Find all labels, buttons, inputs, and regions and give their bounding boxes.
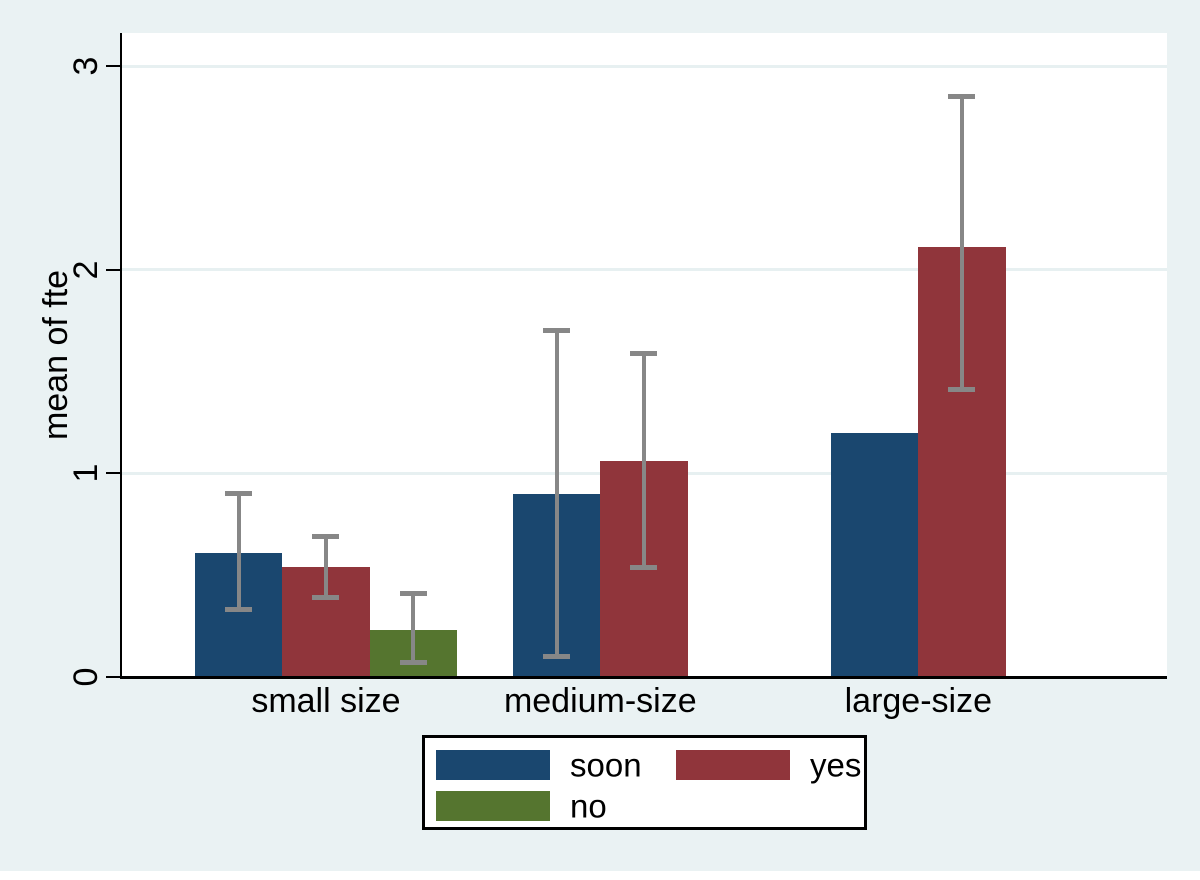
y-axis-title: mean of fte [37, 269, 75, 441]
y-tick-0 [106, 676, 120, 678]
error-bar-cap-bottom-soon-medium-size [543, 654, 571, 660]
error-bar-soon-medium-size [554, 330, 559, 657]
error-bar-cap-top-yes-medium-size [630, 350, 658, 356]
gridline-y2 [122, 268, 1167, 272]
x-axis-line [120, 675, 1167, 679]
legend-label-no: no [570, 787, 607, 825]
y-tick-3 [106, 65, 120, 67]
y-tick-label-1: 1 [67, 463, 105, 483]
error-bar-cap-top-yes-small-size [312, 533, 340, 539]
y-tick-label-0: 0 [67, 667, 105, 687]
legend-swatch-no [436, 791, 550, 821]
category-label-large-size: large-size [844, 682, 992, 720]
error-bar-cap-top-no-small-size [399, 590, 427, 596]
error-bar-no-small-size [411, 593, 416, 663]
y-tick-label-3: 3 [67, 56, 105, 76]
error-bar-cap-bottom-yes-medium-size [630, 564, 658, 570]
error-bar-soon-small-size [236, 493, 241, 610]
legend: soon yes no [422, 735, 867, 830]
legend-label-soon: soon [570, 746, 642, 784]
error-bar-cap-top-yes-large-size [948, 94, 976, 100]
error-bar-yes-small-size [323, 536, 328, 598]
error-bar-yes-large-size [959, 96, 964, 390]
error-bar-cap-bottom-yes-small-size [312, 595, 340, 601]
legend-swatch-yes [676, 750, 790, 780]
error-bar-cap-bottom-yes-large-size [948, 387, 976, 393]
error-bar-cap-top-soon-medium-size [543, 328, 571, 334]
legend-swatch-soon [436, 750, 550, 780]
error-bar-cap-bottom-soon-small-size [225, 607, 253, 613]
bar-soon-large-size [831, 432, 919, 677]
error-bar-cap-top-soon-small-size [225, 491, 253, 497]
category-label-small-size: small size [251, 682, 401, 720]
error-bar-yes-medium-size [641, 353, 646, 567]
y-axis-line [120, 33, 122, 679]
legend-label-yes: yes [810, 746, 862, 784]
category-label-medium-size: medium-size [503, 682, 697, 720]
y-tick-1 [106, 472, 120, 475]
y-tick-2 [106, 268, 120, 271]
error-bar-cap-bottom-no-small-size [399, 660, 427, 666]
gridline-y3 [122, 64, 1167, 68]
